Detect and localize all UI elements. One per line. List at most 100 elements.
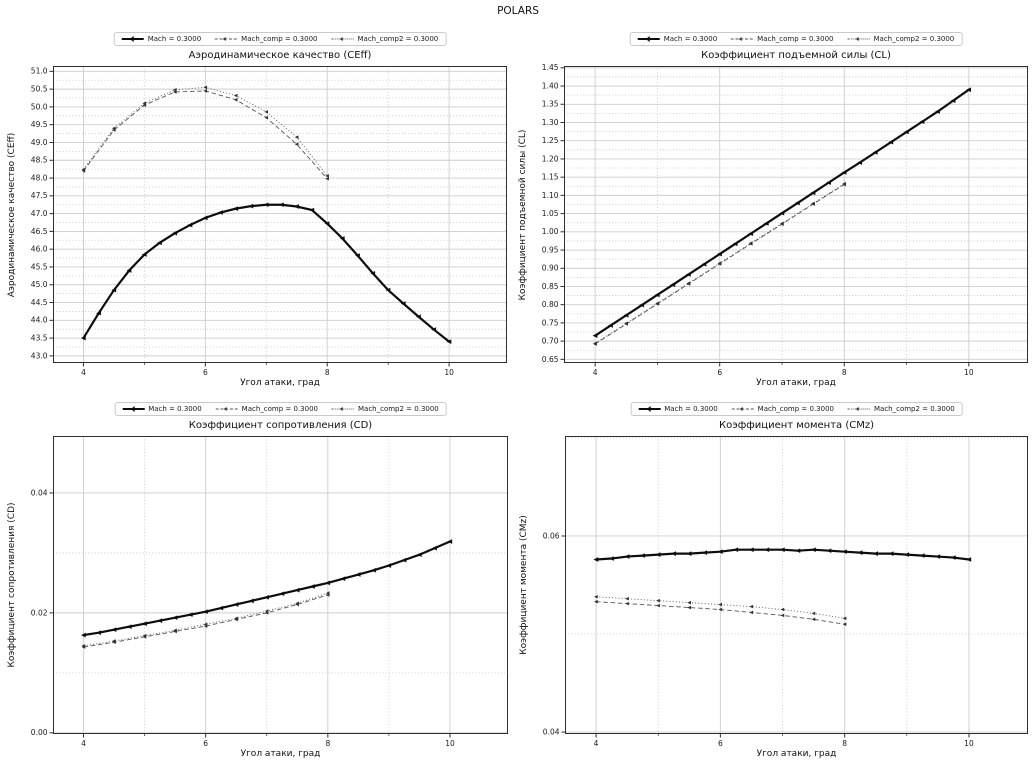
legend-label: Mach_comp = 0.3000	[241, 404, 318, 413]
y-tick-label: 1.10	[542, 191, 559, 200]
tick-labels: 4 6 8 10 0.04 0.06	[543, 531, 974, 748]
legend-item: Mach_comp2 = 0.3000	[331, 35, 438, 43]
x-tick-label: 4	[594, 739, 599, 748]
y-tick-label: 43.0	[31, 351, 48, 360]
legend-label: Mach_comp = 0.3000	[757, 34, 834, 43]
legend-line-icon	[847, 408, 870, 409]
legend-label: Mach = 0.3000	[663, 34, 718, 43]
y-tick-label: 51.0	[31, 67, 48, 76]
x-tick-label: 10	[444, 368, 454, 377]
axes-spines	[564, 66, 1028, 363]
subplot-cl: Mach = 0.3000 Mach_comp = 0.3000 Mach_comp…	[518, 31, 1028, 388]
series-markers-dotted	[593, 181, 846, 346]
legend-label: Mach = 0.3000	[147, 34, 202, 43]
plot-title-ceff: Аэродинамическое качество (CEff)	[188, 50, 372, 61]
legend-item: Mach_comp = 0.3000	[215, 404, 318, 413]
x-tick-label: 6	[203, 368, 208, 377]
tick-labels: 4 6 8 10 43.0 43.5 44.0 44.5 45.0 45.5 46.0 46.5 47.…	[31, 67, 454, 377]
y-tick-label: 1.20	[542, 154, 559, 163]
series-markers-dotted	[594, 594, 847, 621]
legend-line-sample-solid	[638, 405, 661, 413]
legend-item: Mach_comp = 0.3000	[731, 35, 833, 43]
y-tick-label: 0.04	[543, 727, 560, 736]
axes-spines	[53, 436, 508, 734]
legend-marker-icon	[130, 405, 135, 412]
series-markers-dotted	[81, 591, 330, 648]
y-tick-label: 1.00	[542, 227, 559, 236]
axes-canvas-ceff: 4 6 8 10 43.0 43.5 44.0 44.5 45.0 45.5 46.0 46.5 47.…	[31, 66, 507, 377]
legend-line-sample-solid	[637, 35, 660, 43]
grid-minor	[564, 66, 1028, 363]
series-line-dashed	[83, 594, 328, 648]
tick-marks	[560, 67, 970, 367]
series-line-solid	[82, 203, 450, 343]
y-tick-label: 47.5	[31, 191, 48, 200]
series-markers-solid	[80, 539, 453, 638]
x-tick-label: 8	[325, 739, 330, 748]
x-tick-label: 8	[842, 368, 847, 377]
plot-title-cmz: Коэффициент момента (CMz)	[719, 420, 874, 431]
legend-line-sample-solid	[121, 35, 144, 43]
y-tick-label: 43.5	[31, 334, 48, 343]
x-axis-label-ceff: Угол атаки, град	[240, 378, 320, 388]
plot-series	[80, 539, 453, 649]
legend-marker-icon	[223, 406, 227, 411]
y-tick-label: 0.85	[542, 282, 559, 291]
legend-label: Mach = 0.3000	[664, 404, 718, 413]
legend-line-icon	[731, 38, 754, 39]
y-tick-label: 1.15	[542, 173, 559, 182]
legend-item: Mach_comp = 0.3000	[731, 404, 834, 413]
y-tick-label: 45.0	[31, 280, 48, 289]
x-tick-label: 4	[81, 368, 86, 377]
y-tick-label: 0.75	[542, 318, 559, 327]
series-markers-dashed	[594, 599, 847, 627]
tick-marks	[49, 492, 451, 738]
legend-line-icon	[215, 38, 238, 39]
legend-box: Mach = 0.3000 Mach_comp = 0.3000 Mach_comp…	[114, 401, 447, 416]
subplot-cmz: Mach = 0.3000 Mach_comp = 0.3000 Mach_comp…	[519, 401, 1028, 759]
legend-line-icon	[331, 38, 354, 39]
grid-major	[53, 66, 507, 363]
y-tick-label: 49.5	[31, 120, 48, 129]
x-tick-label: 8	[842, 739, 847, 748]
legend-box: Mach = 0.3000 Mach_comp = 0.3000 Mach_comp…	[630, 401, 963, 416]
legend-marker-icon	[646, 405, 651, 412]
y-tick-label: 0.95	[542, 245, 559, 254]
legend-marker-icon	[129, 35, 134, 42]
legend-marker-icon	[223, 36, 227, 41]
grid-major	[53, 436, 508, 734]
x-tick-label: 4	[81, 739, 86, 748]
legend-line-icon	[847, 38, 870, 39]
legend-label: Mach_comp2 = 0.3000	[357, 404, 439, 413]
legend-line-sample-dashed	[215, 405, 238, 413]
plot-series	[593, 547, 972, 627]
y-tick-label: 1.45	[542, 63, 559, 72]
y-tick-label: 0.70	[542, 337, 559, 346]
legend-item: Mach_comp = 0.3000	[215, 35, 317, 43]
tick-marks	[49, 70, 450, 367]
legend-marker-icon	[739, 406, 743, 411]
x-axis-label-cd: Угол атаки, град	[240, 749, 321, 759]
grid-minor	[53, 66, 507, 363]
x-tick-label: 4	[593, 368, 598, 377]
x-tick-label: 10	[445, 739, 455, 748]
y-tick-label: 1.40	[542, 81, 559, 90]
x-axis-label-cmz: Угол атаки, град	[756, 749, 837, 759]
legend-box: Mach = 0.3000 Mach_comp = 0.3000 Mach_comp…	[629, 31, 963, 46]
legend-marker-icon	[339, 36, 343, 41]
legend-item: Mach = 0.3000	[638, 404, 718, 413]
legend-label: Mach_comp = 0.3000	[757, 404, 834, 413]
y-tick-label: 45.5	[31, 262, 48, 271]
legend-line-sample-dotted	[847, 405, 870, 413]
x-tick-label: 6	[718, 739, 723, 748]
y-tick-label: 0.02	[31, 608, 48, 617]
legend-line-icon	[331, 408, 354, 409]
x-tick-label: 6	[203, 739, 208, 748]
legend-marker-icon	[645, 35, 650, 42]
y-tick-label: 46.5	[31, 227, 48, 236]
series-markers-dotted	[81, 85, 329, 178]
y-tick-label: 0.90	[542, 264, 559, 273]
legend-line-sample-dashed	[215, 35, 238, 43]
legend-line-sample-dotted	[331, 35, 354, 43]
